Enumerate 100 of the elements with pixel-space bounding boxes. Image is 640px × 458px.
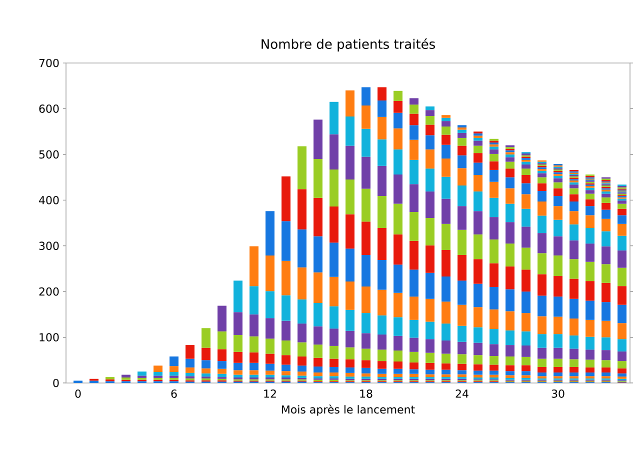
bar (618, 323, 626, 340)
bar (570, 240, 578, 260)
bar (378, 361, 386, 369)
bar (298, 324, 306, 342)
bar (410, 212, 418, 241)
bar (266, 374, 274, 378)
bar (522, 313, 530, 332)
bar (586, 281, 594, 301)
bar (490, 356, 498, 365)
bar (330, 372, 338, 376)
bar (522, 331, 530, 346)
bar (602, 302, 610, 321)
bar (410, 184, 418, 212)
bar (378, 139, 386, 166)
bar (554, 178, 562, 182)
bar (554, 255, 562, 276)
bar (234, 374, 242, 378)
bar (522, 168, 530, 175)
bar (218, 349, 226, 362)
bar (378, 315, 386, 335)
bar (602, 367, 610, 372)
bar (586, 367, 594, 372)
bar (426, 339, 434, 353)
bar (458, 354, 466, 364)
bar (282, 176, 290, 222)
bar (250, 352, 258, 363)
bar (538, 296, 546, 316)
bar (250, 286, 258, 314)
bar (602, 210, 610, 219)
y-tick-label: 100 (40, 333, 59, 342)
bar (586, 336, 594, 350)
bar (378, 228, 386, 260)
bar (506, 177, 514, 188)
bar (394, 174, 402, 204)
bar (378, 116, 386, 140)
bar (378, 290, 386, 316)
bar (218, 368, 226, 374)
bar (314, 302, 322, 326)
bar (330, 134, 338, 170)
bar (314, 198, 322, 236)
bar (394, 204, 402, 234)
bar (410, 104, 418, 114)
bar (314, 344, 322, 358)
bar (330, 242, 338, 277)
bar (266, 370, 274, 375)
bar (554, 206, 562, 220)
bar (506, 168, 514, 178)
y-tick-label: 400 (39, 196, 59, 204)
bar (442, 324, 450, 340)
bar (474, 234, 482, 260)
y-tick-label: 700 (39, 58, 59, 68)
bar (506, 371, 514, 376)
bar (602, 202, 610, 210)
bar (570, 335, 578, 349)
bar (442, 176, 450, 199)
y-tick-label: 500 (39, 150, 59, 159)
bar (618, 286, 626, 305)
bar (346, 347, 354, 360)
bar (122, 374, 130, 378)
bar (474, 140, 482, 146)
bar (218, 361, 226, 369)
bar (586, 206, 594, 216)
bar (314, 366, 322, 372)
bar (394, 112, 402, 128)
bar (554, 358, 562, 367)
bar (538, 366, 546, 372)
bar (362, 348, 370, 360)
bar (618, 373, 626, 377)
bar (202, 360, 210, 368)
bar (298, 356, 306, 366)
bar (362, 222, 370, 255)
bar (538, 177, 546, 184)
bar (554, 366, 562, 372)
bar (506, 222, 514, 244)
bar (506, 330, 514, 346)
bar (362, 87, 370, 106)
bar (586, 199, 594, 206)
bar (522, 183, 530, 194)
bar (426, 352, 434, 363)
bar (602, 194, 610, 198)
bar (474, 355, 482, 364)
bar (202, 373, 210, 377)
bar (506, 375, 514, 378)
bar (554, 372, 562, 376)
bar (618, 204, 626, 209)
bar (378, 100, 386, 117)
bar (394, 336, 402, 351)
bar (410, 374, 418, 378)
bar (458, 374, 466, 378)
bar (314, 236, 322, 272)
x-axis-title: Mois après le lancement (282, 404, 415, 416)
bar (234, 352, 242, 363)
bar (394, 90, 402, 101)
bar (362, 106, 370, 129)
bar (442, 224, 450, 250)
bar (362, 360, 370, 368)
bar (250, 370, 258, 375)
bar (426, 135, 434, 150)
bar (394, 362, 402, 369)
bar (346, 282, 354, 310)
